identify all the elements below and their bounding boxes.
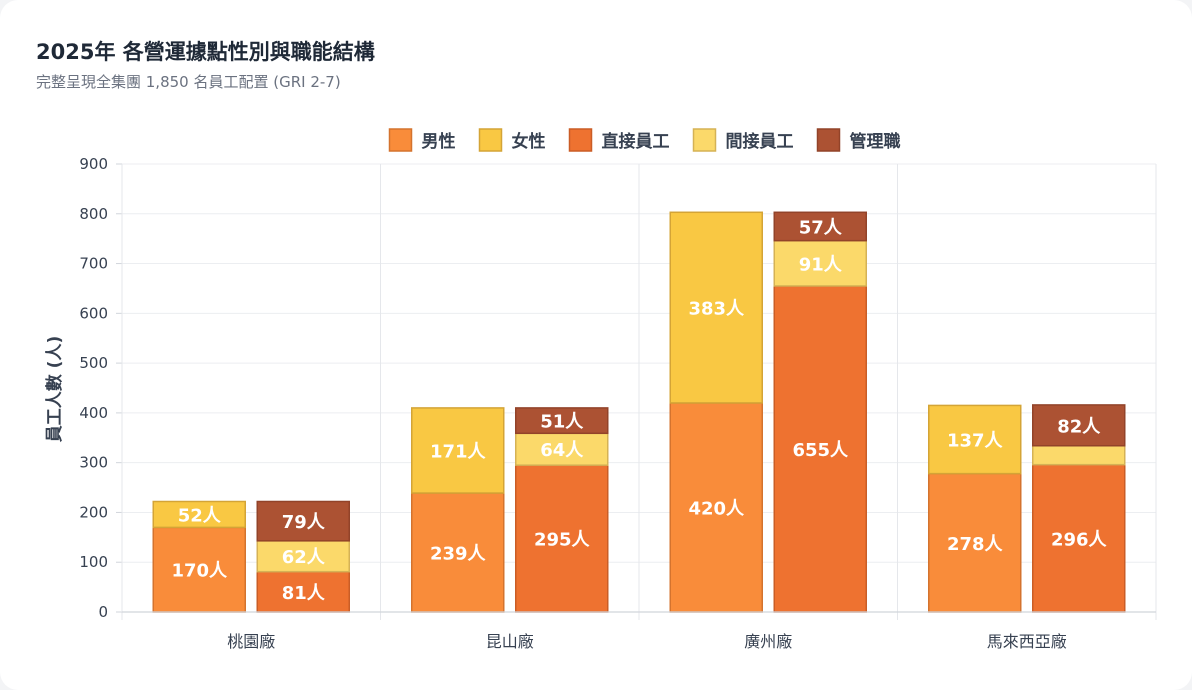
x-axis: 桃園廠 昆山廠 廣州廠 馬來西亞廠 (122, 611, 1156, 651)
data-label: 295人 (534, 530, 591, 551)
bar-segment (515, 407, 609, 435)
bar-segment (928, 472, 1022, 613)
legend-label: 間接員工 (726, 131, 794, 152)
legend-swatch (388, 128, 413, 152)
y-tick-label: 800 (79, 205, 108, 223)
legend-swatch (816, 128, 841, 152)
data-label: 62人 (282, 547, 326, 568)
x-tick-label: 桃園廠 (227, 632, 275, 651)
y-tick-label: 300 (79, 454, 108, 472)
legend[interactable]: 男性 女性 直接員工 間接員工 管理職 (388, 128, 901, 152)
data-label: 171人 (430, 441, 487, 462)
bar-segment (411, 407, 505, 494)
y-tick-label: 700 (79, 255, 108, 273)
legend-label: 直接員工 (602, 131, 670, 152)
legend-label: 女性 (512, 131, 546, 152)
x-tick-label: 廣州廠 (744, 632, 792, 651)
data-label: 64人 (540, 440, 584, 461)
data-label: 81人 (282, 583, 326, 604)
y-tick-label: 0 (98, 603, 108, 621)
data-label: 82人 (1057, 416, 1101, 437)
chart-title: 2025年 各營運據點性別與職能結構 (36, 40, 375, 64)
bar-segment (515, 432, 609, 466)
bar-segment (411, 492, 505, 613)
x-tick-label: 昆山廠 (486, 632, 534, 651)
data-label: 79人 (282, 512, 326, 533)
data-label: 420人 (688, 498, 745, 519)
y-axis-label: 員工人數 (人) (44, 336, 65, 443)
bar-segment (928, 404, 1022, 475)
y-tick-label: 200 (79, 503, 108, 521)
bar-segment (256, 500, 350, 542)
legend-label: 男性 (422, 131, 456, 152)
data-label: 51人 (540, 412, 584, 433)
bar-segment (773, 211, 867, 242)
data-label: 57人 (799, 217, 843, 238)
bar-segment (152, 500, 246, 529)
bar-segment (1032, 463, 1126, 613)
bar-segment (1032, 404, 1126, 447)
y-tick-label: 900 (79, 155, 108, 173)
legend-swatch (692, 128, 717, 152)
chart-subtitle: 完整呈現全集團 1,850 名員工配置 (GRI 2-7) (36, 73, 341, 91)
legend-label: 管理職 (849, 131, 900, 152)
data-label: 137人 (947, 431, 1004, 452)
y-tick-label: 500 (79, 354, 108, 372)
data-label: 655人 (792, 440, 849, 461)
bar-segment (1032, 444, 1126, 466)
y-axis: 0 100 200 300 400 500 600 700 800 900 (79, 155, 123, 621)
bar-segment (773, 285, 867, 613)
bar-segment (256, 540, 350, 573)
y-tick-label: 100 (79, 553, 108, 571)
legend-swatch (478, 128, 503, 152)
data-label: 52人 (178, 505, 222, 526)
data-label: 296人 (1051, 529, 1108, 550)
x-tick-label: 馬來西亞廠 (987, 632, 1067, 651)
bar-segment (773, 239, 867, 287)
data-label: 239人 (430, 544, 487, 565)
bars: 170人 52人 81人 62人 79人 239人 171人 295人 64人 51人 420人 38… (152, 211, 1126, 613)
y-tick-label: 600 (79, 304, 108, 322)
y-tick-label: 400 (79, 404, 108, 422)
bar-segment (152, 526, 246, 613)
data-label: 170人 (171, 561, 228, 582)
bar-segment (669, 211, 763, 404)
data-label: 91人 (799, 254, 843, 275)
data-label: 278人 (947, 534, 1004, 555)
data-label: 383人 (688, 299, 745, 320)
legend-swatch (568, 128, 593, 152)
